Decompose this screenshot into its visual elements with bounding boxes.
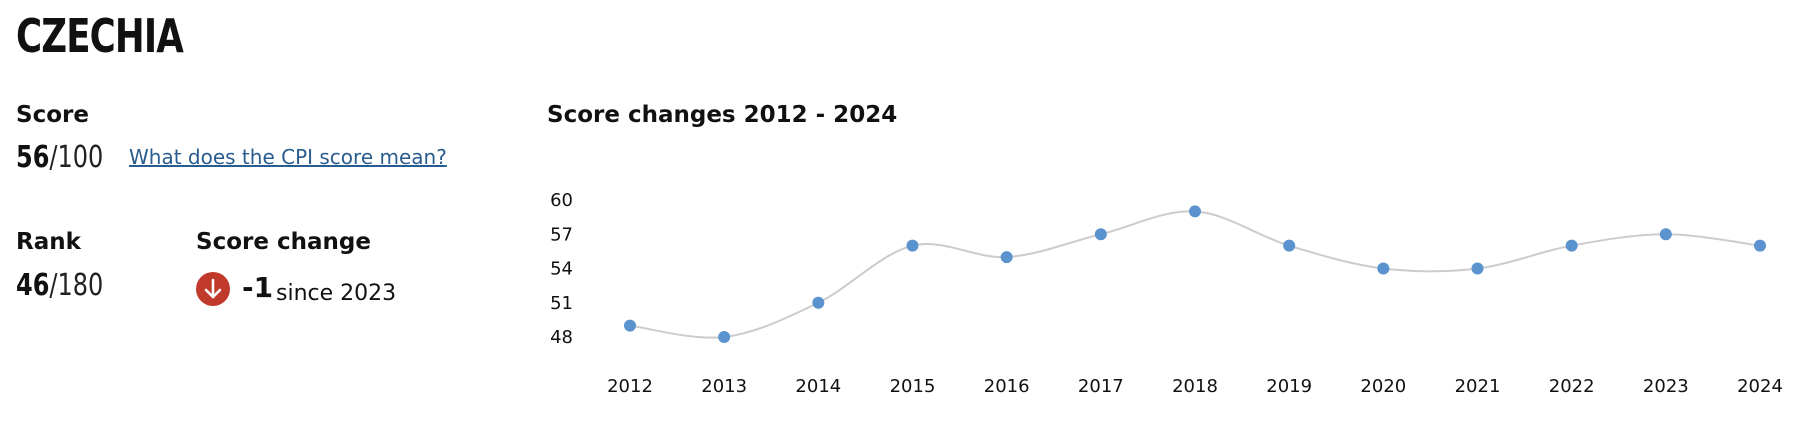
x-tick-label: 2013 bbox=[701, 376, 747, 397]
data-point-2013[interactable] bbox=[718, 331, 731, 343]
data-point-2017[interactable] bbox=[1094, 228, 1107, 241]
score-number: 56 bbox=[16, 140, 50, 175]
y-tick-label: 51 bbox=[550, 293, 573, 314]
x-tick-label: 2016 bbox=[984, 376, 1030, 397]
x-tick-label: 2020 bbox=[1360, 376, 1406, 397]
x-tick-label: 2021 bbox=[1455, 376, 1501, 397]
score-change-label: Score change bbox=[196, 229, 371, 255]
data-point-2012[interactable] bbox=[624, 319, 636, 332]
x-tick-label: 2019 bbox=[1266, 376, 1312, 397]
arrow-down-icon bbox=[196, 272, 230, 306]
x-tick-label: 2023 bbox=[1643, 376, 1689, 397]
x-tick-label: 2024 bbox=[1737, 376, 1783, 397]
data-point-2016[interactable] bbox=[1000, 251, 1013, 264]
data-point-2018[interactable] bbox=[1189, 205, 1201, 218]
data-point-2023[interactable] bbox=[1659, 228, 1672, 241]
data-point-2024[interactable] bbox=[1754, 239, 1766, 252]
y-tick-label: 54 bbox=[550, 259, 573, 280]
data-point-2020[interactable] bbox=[1377, 262, 1390, 275]
data-point-2014[interactable] bbox=[812, 296, 825, 309]
rank-label: Rank bbox=[16, 229, 81, 255]
data-point-2022[interactable] bbox=[1565, 239, 1578, 252]
rank-value: 46/180 bbox=[16, 268, 103, 304]
score-change-since: since 2023 bbox=[276, 281, 397, 306]
x-tick-label: 2022 bbox=[1549, 376, 1595, 397]
chart-title: Score changes 2012 - 2024 bbox=[547, 102, 898, 128]
x-tick-label: 2012 bbox=[607, 376, 653, 397]
score-max: /100 bbox=[49, 140, 104, 175]
x-tick-label: 2018 bbox=[1172, 376, 1218, 397]
data-point-2021[interactable] bbox=[1471, 262, 1484, 275]
score-series-line bbox=[629, 210, 1761, 339]
data-point-2019[interactable] bbox=[1283, 239, 1296, 252]
country-title: CZECHIA bbox=[16, 9, 184, 63]
x-tick-label: 2014 bbox=[795, 376, 841, 397]
score-change-value: -1 bbox=[242, 271, 274, 304]
rank-max: /180 bbox=[49, 268, 104, 303]
cpi-score-meaning-link[interactable]: What does the CPI score mean? bbox=[129, 145, 447, 169]
y-tick-label: 60 bbox=[550, 190, 573, 211]
score-label: Score bbox=[16, 102, 89, 128]
score-value: 56/100 bbox=[16, 140, 103, 176]
y-tick-label: 57 bbox=[550, 224, 573, 245]
y-tick-label: 48 bbox=[550, 327, 573, 348]
x-tick-label: 2015 bbox=[890, 376, 936, 397]
rank-number: 46 bbox=[16, 268, 50, 303]
x-tick-label: 2017 bbox=[1078, 376, 1124, 397]
data-point-2015[interactable] bbox=[906, 239, 919, 252]
